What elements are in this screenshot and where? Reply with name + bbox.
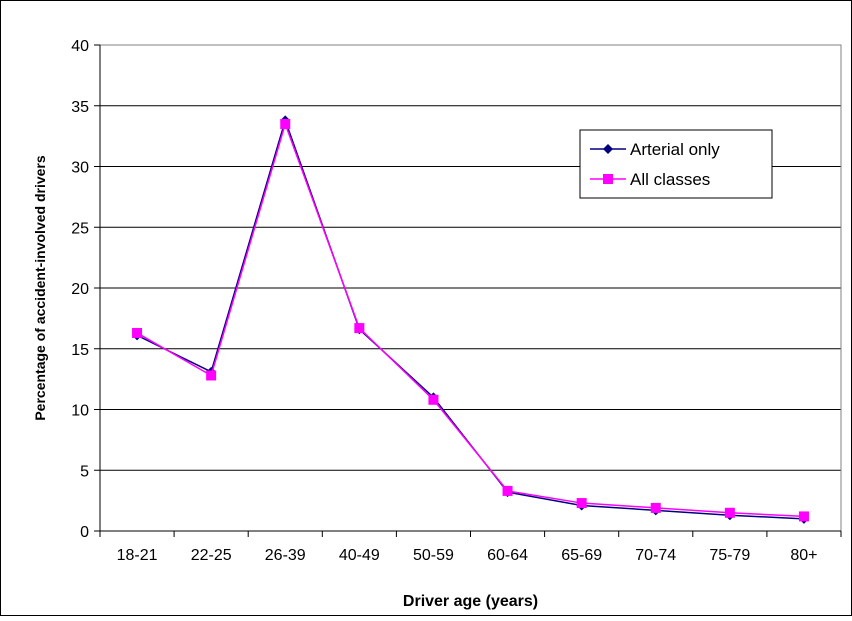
data-point [502,485,513,496]
y-axis-title: Percentage of accident-involved drivers [32,155,48,421]
legend-marker [603,144,613,154]
legend-item: All classes [590,170,710,189]
series-line [136,121,804,518]
legend-label: Arterial only [630,140,720,159]
legend: Arterial only All classes [579,129,773,199]
x-tick-label: 65-69 [561,547,602,564]
x-tick-label: 60-64 [487,547,528,564]
legend-box [579,129,773,199]
series-square [132,118,809,522]
y-tick-label: 10 [71,403,89,420]
legend-label: All classes [630,170,710,189]
data-point [576,498,587,509]
data-point [650,502,661,513]
y-tick-label: 35 [71,99,89,116]
y-tick-label: 20 [71,281,89,298]
data-point [724,507,735,518]
x-axis-title: Driver age (years) [403,593,538,610]
y-tick-label: 15 [71,342,89,359]
legend-marker [603,174,613,184]
y-tick-label: 40 [71,38,89,55]
x-tick-label: 80+ [790,547,817,564]
x-tick-label: 22-25 [191,547,232,564]
x-tick-label: 26-39 [265,547,306,564]
x-tick-label: 50-59 [413,547,454,564]
legend-items: Arterial only All classes [590,140,720,189]
y-tick-label: 5 [80,463,89,480]
x-tick-label: 18-21 [117,547,158,564]
series [132,115,809,524]
data-point [798,511,809,522]
x-tick-label: 75-79 [709,547,750,564]
gridlines [100,44,841,471]
x-tick-label: 40-49 [339,547,380,564]
legend-item: Arterial only [590,140,720,159]
data-point [132,327,143,338]
data-point [280,118,291,129]
y-tick-label: 0 [80,524,89,541]
data-point [206,370,217,381]
data-point [354,323,365,334]
x-tick-label: 70-74 [635,547,676,564]
axes: 0 5 10 15 20 25 30 35 40 18-21 22-25 26-39 40-49 50-5… [71,38,842,564]
y-tick-label: 30 [71,160,89,177]
y-tick-label: 25 [71,220,89,237]
data-point [428,394,439,405]
